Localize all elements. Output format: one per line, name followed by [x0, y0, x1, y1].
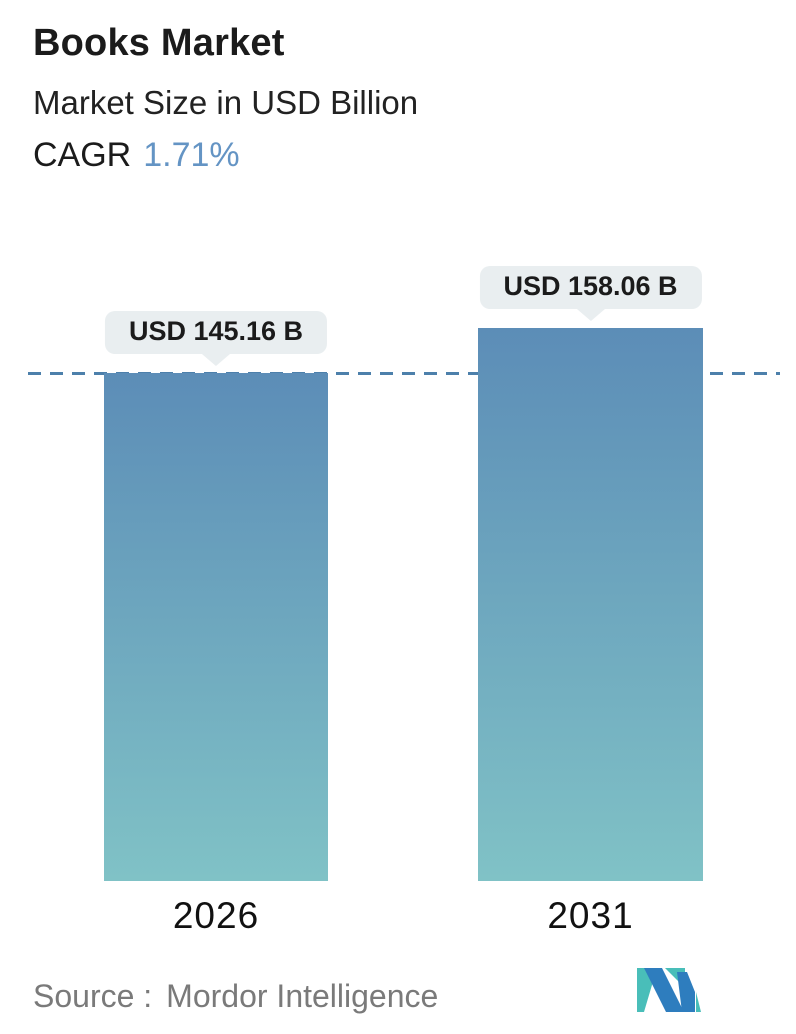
x-axis-label-2026: 2026 [172, 895, 260, 936]
value-label-2031: USD 158.06 B [503, 271, 678, 301]
source-label: Source : [33, 978, 153, 1014]
bar-2031 [478, 328, 703, 881]
value-label-2026: USD 145.16 B [128, 316, 304, 346]
value-bubble-2026: USD 145.16 B [104, 311, 328, 366]
page-subtitle: Market Size in USD Billion [33, 84, 419, 121]
cagr-label: CAGR [33, 136, 132, 174]
reference-dashed-line [28, 372, 780, 375]
page-title: Books Market [33, 22, 285, 64]
value-bubble-2031: USD 158.06 B [479, 266, 702, 321]
cagr-value: 1.71% [143, 136, 240, 174]
bar-2026 [104, 373, 328, 881]
mordor-intelligence-logo [637, 968, 701, 1012]
source-value: Mordor Intelligence [166, 978, 439, 1014]
x-axis-label-2031: 2031 [547, 895, 634, 936]
cagr-row: CAGR 1.71% [33, 136, 240, 175]
source-row: Source : Mordor Intelligence [33, 978, 438, 1015]
